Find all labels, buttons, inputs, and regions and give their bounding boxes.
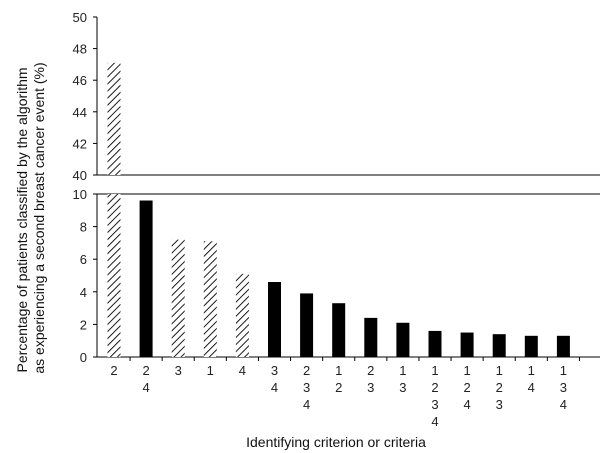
bar <box>460 332 474 357</box>
y-axis-title: Percentage of patients classified by the… <box>14 62 47 373</box>
x-tick-label: 1 <box>463 363 470 378</box>
x-tick-label: 4 <box>239 363 246 378</box>
upper-bars <box>107 62 121 175</box>
upper-y-tick-label: 50 <box>73 10 87 25</box>
bar <box>171 239 185 357</box>
x-axis-title: Identifying criterion or criteria <box>246 434 426 450</box>
bar <box>364 317 378 357</box>
x-tick-label: 3 <box>271 363 278 378</box>
x-tick-label: 2 <box>142 363 149 378</box>
bar <box>268 282 281 357</box>
x-tick-label: 3 <box>175 363 182 378</box>
x-tick-label: 1 <box>496 363 503 378</box>
lower-y-tick-label: 8 <box>80 220 87 235</box>
y-axis-title-line-1: Percentage of patients classified by the… <box>14 67 30 372</box>
x-tick-label: 1 <box>560 363 567 378</box>
upper-y-tick-label: 40 <box>73 168 87 183</box>
x-tick-label: 4 <box>431 414 438 429</box>
x-tick-label: 3 <box>303 380 310 395</box>
x-tick-label: 4 <box>303 397 310 412</box>
x-tick-label: 3 <box>399 380 406 395</box>
x-tick-label: 4 <box>528 380 535 395</box>
x-tick-label: 4 <box>463 397 470 412</box>
bar <box>524 335 538 357</box>
bar <box>203 241 217 357</box>
x-tick-label: 2 <box>367 363 374 378</box>
x-tick-label: 2 <box>303 363 310 378</box>
x-tick-label: 4 <box>271 380 278 395</box>
x-tick-label: 1 <box>399 363 406 378</box>
x-tick-label: 1 <box>207 363 214 378</box>
bar-upper-segment <box>107 62 121 175</box>
x-tick-label: 4 <box>142 380 149 395</box>
x-tick-label: 2 <box>335 380 342 395</box>
y-axis-title-line-2: as experiencing a second breast cancer e… <box>31 62 47 373</box>
bar <box>428 330 442 357</box>
upper-y-tick-label: 44 <box>73 105 87 120</box>
x-tick-label: 3 <box>431 397 438 412</box>
upper-y-tick-label: 42 <box>73 136 87 151</box>
x-tick-labels: 2 2 4 3 1 4 3 4 2 3 4 1 2 2 3 1 3 1 2 3 4 1 2 4 1 2 3 1 4 1 3 4 <box>110 357 580 429</box>
bar <box>396 322 410 357</box>
bar <box>332 303 346 357</box>
upper-panel: 40 42 44 46 48 50 <box>73 10 600 183</box>
lower-y-tick-label: 2 <box>80 317 87 332</box>
lower-y-tick-label: 6 <box>80 252 87 267</box>
lower-panel: 0 2 4 6 8 10 2 2 4 3 1 4 3 4 2 3 4 1 2 2 3 1 3 1 2 3 4 1 2 4 1 2 3 1 4 1 3 4 <box>73 187 600 429</box>
bar <box>139 200 153 357</box>
bar <box>300 293 314 357</box>
x-tick-label: 2 <box>110 363 117 378</box>
x-tick-label: 2 <box>431 380 438 395</box>
x-tick-label: 3 <box>560 380 567 395</box>
x-tick-label: 1 <box>431 363 438 378</box>
upper-y-tick-label: 46 <box>73 73 87 88</box>
lower-y-tick-label: 0 <box>80 350 87 365</box>
upper-y-ticks: 40 42 44 46 48 50 <box>73 10 97 183</box>
x-tick-label: 1 <box>335 363 342 378</box>
x-tick-label: 4 <box>560 397 567 412</box>
x-tick-label: 2 <box>463 380 470 395</box>
x-tick-label: 3 <box>496 397 503 412</box>
lower-y-tick-label: 4 <box>80 285 87 300</box>
bar <box>556 335 570 357</box>
bar <box>107 194 121 357</box>
lower-y-tick-label: 10 <box>73 187 87 202</box>
lower-bars <box>107 194 570 357</box>
bar <box>235 273 249 357</box>
bar <box>492 334 506 357</box>
lower-y-ticks: 0 2 4 6 8 10 <box>73 187 97 365</box>
x-tick-label: 1 <box>528 363 535 378</box>
x-tick-label: 2 <box>496 380 503 395</box>
upper-y-tick-label: 48 <box>73 42 87 57</box>
x-tick-label: 3 <box>367 380 374 395</box>
